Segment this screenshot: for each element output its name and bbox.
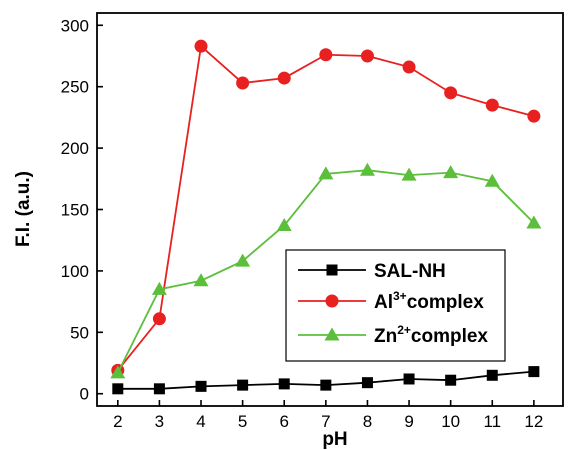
data-point (445, 374, 457, 386)
data-point (237, 379, 249, 391)
data-point (443, 165, 459, 179)
x-tick-label: 6 (279, 412, 288, 431)
x-axis-title: pH (322, 429, 347, 450)
legend-box (285, 249, 506, 362)
y-tick-label: 200 (61, 139, 89, 158)
data-point (319, 48, 333, 62)
y-axis-title: F.I. (a.u.) (13, 171, 34, 247)
series-layer (110, 39, 542, 395)
legend-marker (326, 264, 338, 276)
data-point (320, 379, 332, 391)
x-tick-label: 4 (196, 412, 205, 431)
x-tick-label: 11 (483, 412, 501, 431)
y-tick-label: 300 (61, 16, 89, 35)
y-tick-label: 0 (80, 385, 89, 404)
x-tick-label: 3 (155, 412, 164, 431)
x-tick-label: 8 (363, 412, 372, 431)
data-point (110, 365, 126, 379)
legend-label: Zn2+complex (374, 323, 488, 347)
data-point (236, 76, 250, 90)
data-point (318, 166, 334, 180)
y-tick-label: 150 (61, 201, 89, 220)
data-point (194, 39, 208, 53)
data-point (526, 215, 542, 229)
data-point (277, 71, 291, 85)
axis-ticks: 2 3 4 5 6 7 8 9 10 11 12 0 50 100 150 200 250 300 (61, 16, 544, 431)
data-point (112, 383, 124, 395)
data-point (361, 377, 373, 389)
legend-marker (324, 327, 340, 341)
legend-label: Al3+complex (374, 289, 484, 313)
data-point (360, 49, 374, 63)
data-point (484, 173, 500, 187)
data-point (235, 253, 251, 267)
data-point (276, 217, 292, 231)
data-point (401, 167, 417, 181)
data-point (152, 312, 166, 326)
data-point (403, 373, 415, 385)
data-point (153, 383, 165, 395)
data-point (485, 98, 499, 112)
legend: SAL-NH Al3+complex Zn2+complex (285, 249, 506, 362)
data-point (359, 162, 375, 176)
data-point (278, 378, 290, 390)
x-tick-label: 10 (441, 412, 460, 431)
data-point (402, 60, 416, 74)
x-tick-label: 7 (321, 412, 330, 431)
data-point (486, 369, 498, 381)
data-point (151, 281, 167, 295)
y-tick-label: 250 (61, 78, 89, 97)
y-tick-label: 100 (61, 262, 89, 281)
y-tick-label: 50 (70, 323, 89, 342)
x-tick-label: 12 (524, 412, 543, 431)
data-point (527, 109, 541, 123)
x-tick-label: 5 (238, 412, 247, 431)
x-tick-label: 9 (404, 412, 413, 431)
data-point (528, 366, 540, 378)
data-point (444, 86, 458, 100)
data-point (193, 273, 209, 287)
legend-marker (325, 294, 339, 308)
legend-label: SAL-NH (374, 261, 446, 282)
x-tick-label: 2 (113, 412, 122, 431)
data-point (195, 380, 207, 392)
